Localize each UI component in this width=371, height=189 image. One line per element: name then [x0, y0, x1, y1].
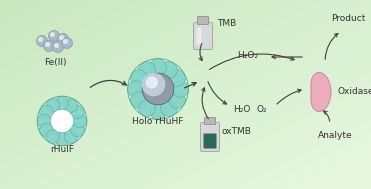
Circle shape — [161, 100, 177, 116]
Circle shape — [150, 59, 166, 75]
Circle shape — [46, 43, 49, 46]
Text: Analyte: Analyte — [318, 131, 352, 140]
Circle shape — [161, 62, 177, 78]
FancyArrowPatch shape — [277, 89, 301, 104]
Circle shape — [131, 92, 147, 108]
Circle shape — [71, 123, 85, 137]
Circle shape — [55, 44, 58, 47]
Circle shape — [169, 92, 186, 108]
Circle shape — [58, 33, 69, 44]
FancyArrowPatch shape — [202, 88, 209, 119]
FancyArrowPatch shape — [90, 80, 127, 87]
Circle shape — [64, 130, 78, 143]
FancyArrowPatch shape — [324, 111, 330, 121]
Text: oxTMB: oxTMB — [222, 126, 252, 136]
Circle shape — [146, 77, 157, 88]
Text: TMB: TMB — [217, 19, 236, 29]
Circle shape — [39, 38, 42, 41]
Circle shape — [49, 30, 59, 42]
Circle shape — [128, 81, 144, 97]
Text: Fe(II): Fe(II) — [44, 58, 66, 67]
Circle shape — [55, 96, 69, 110]
Circle shape — [150, 103, 166, 119]
Circle shape — [40, 105, 53, 119]
Text: Oxidase: Oxidase — [338, 88, 371, 97]
Circle shape — [169, 70, 186, 86]
Circle shape — [131, 70, 147, 86]
FancyArrowPatch shape — [325, 33, 338, 59]
Circle shape — [50, 109, 74, 133]
Text: rHuIF: rHuIF — [50, 145, 74, 154]
FancyArrowPatch shape — [208, 82, 227, 104]
FancyBboxPatch shape — [200, 122, 220, 152]
Circle shape — [40, 123, 53, 137]
Circle shape — [51, 33, 54, 36]
Circle shape — [43, 40, 55, 51]
FancyBboxPatch shape — [204, 133, 217, 149]
Circle shape — [64, 99, 78, 112]
FancyBboxPatch shape — [197, 16, 209, 25]
FancyBboxPatch shape — [194, 22, 213, 50]
Circle shape — [37, 114, 51, 128]
FancyArrowPatch shape — [272, 55, 302, 59]
Circle shape — [71, 105, 85, 119]
Circle shape — [46, 99, 60, 112]
Circle shape — [36, 36, 47, 46]
FancyArrowPatch shape — [199, 43, 202, 60]
Circle shape — [55, 132, 69, 146]
FancyArrowPatch shape — [184, 83, 196, 88]
Text: H₂O: H₂O — [233, 105, 251, 114]
Circle shape — [142, 73, 174, 105]
Circle shape — [64, 40, 67, 43]
Circle shape — [62, 37, 72, 49]
Text: Product: Product — [331, 14, 365, 23]
FancyArrowPatch shape — [209, 54, 294, 70]
FancyBboxPatch shape — [197, 28, 201, 44]
Circle shape — [139, 62, 155, 78]
Text: O₂: O₂ — [257, 105, 267, 114]
Text: Holo rHuHF: Holo rHuHF — [132, 117, 184, 126]
Circle shape — [53, 42, 63, 53]
Circle shape — [172, 81, 188, 97]
Circle shape — [60, 36, 63, 39]
Text: H₂O₂: H₂O₂ — [237, 51, 259, 60]
Circle shape — [46, 130, 60, 143]
Circle shape — [142, 74, 165, 96]
Circle shape — [139, 100, 155, 116]
Circle shape — [73, 114, 87, 128]
Polygon shape — [311, 73, 331, 112]
FancyBboxPatch shape — [204, 118, 216, 125]
